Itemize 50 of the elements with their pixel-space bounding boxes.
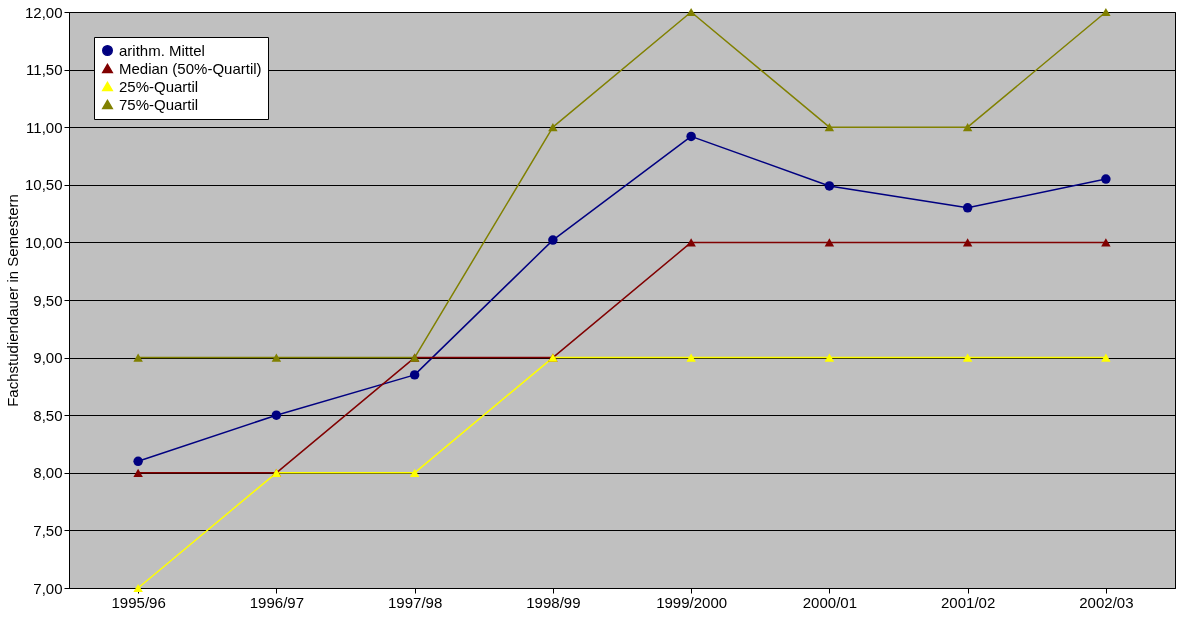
y-tick-label: 7,00 bbox=[33, 579, 63, 597]
legend-label: 75%-Quartil bbox=[119, 95, 199, 113]
point bbox=[1101, 174, 1111, 184]
x-tick-label: 1999/2000 bbox=[656, 593, 728, 611]
point bbox=[686, 353, 696, 362]
point bbox=[962, 203, 973, 213]
legend-label: 25%-Quartil bbox=[119, 77, 199, 95]
y-tick-label: 8,50 bbox=[33, 406, 63, 424]
x-tick-label: 2001/02 bbox=[941, 593, 996, 611]
point bbox=[686, 238, 696, 247]
point bbox=[824, 181, 835, 191]
point bbox=[409, 370, 420, 380]
point bbox=[548, 235, 558, 245]
y-tick-label: 10,00 bbox=[24, 233, 63, 251]
x-tick-label: 1995/96 bbox=[111, 593, 166, 611]
point bbox=[409, 468, 420, 477]
point bbox=[271, 353, 282, 362]
point bbox=[1101, 238, 1111, 247]
point bbox=[1101, 7, 1111, 17]
point bbox=[133, 583, 143, 593]
y-axis-title: Fachstudiendauer in Semestern bbox=[3, 194, 21, 407]
y-tick-label: 12,00 bbox=[24, 3, 63, 21]
x-tick-label: 2002/03 bbox=[1079, 593, 1134, 611]
y-tick-label: 8,00 bbox=[33, 464, 63, 482]
point bbox=[962, 353, 973, 362]
x-tick-label: 1996/97 bbox=[249, 593, 304, 611]
point bbox=[824, 238, 835, 247]
point bbox=[824, 123, 835, 132]
y-tick-label: 10,50 bbox=[24, 176, 63, 194]
point bbox=[1101, 353, 1111, 362]
point bbox=[548, 123, 558, 132]
y-tick-label: 11,50 bbox=[26, 61, 63, 79]
y-tick-label: 9,00 bbox=[33, 349, 63, 367]
point bbox=[133, 456, 143, 467]
point bbox=[962, 123, 973, 132]
point bbox=[686, 7, 696, 17]
y-tick-label: 11,00 bbox=[26, 118, 63, 136]
point bbox=[824, 353, 835, 362]
point bbox=[271, 410, 282, 420]
y-tick-label: 7,50 bbox=[33, 521, 63, 539]
x-tick-label: 2000/01 bbox=[802, 593, 857, 611]
x-tick-label: 1998/99 bbox=[526, 593, 581, 611]
y-tick-label: 9,50 bbox=[33, 291, 63, 309]
point bbox=[133, 353, 143, 362]
legend-label: Median (50%-Quartil) bbox=[119, 59, 262, 77]
x-tick-label: 1997/98 bbox=[388, 593, 443, 611]
legend-label: arithm. Mittel bbox=[119, 41, 205, 59]
point bbox=[133, 468, 143, 477]
point bbox=[686, 131, 696, 142]
point bbox=[962, 238, 973, 247]
